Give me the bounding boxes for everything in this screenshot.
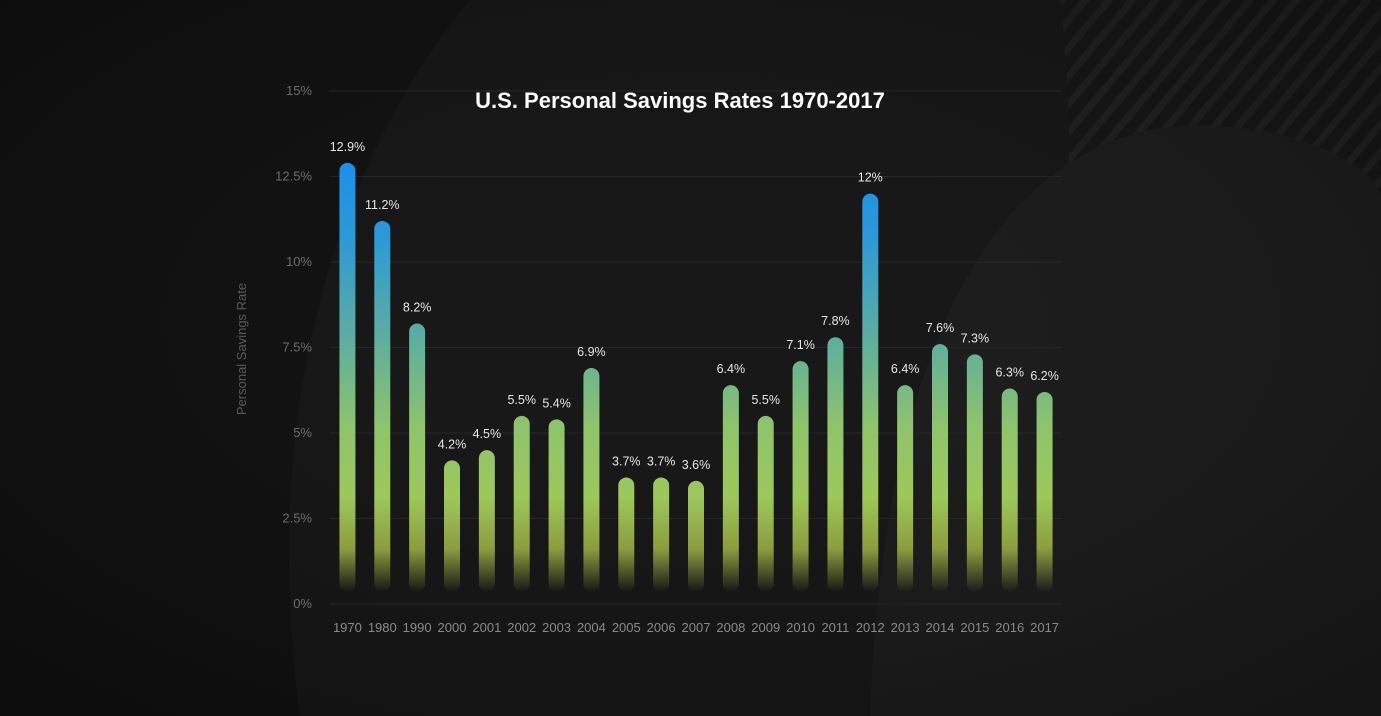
data-label: 6.4% (891, 362, 920, 376)
data-label: 7.1% (786, 338, 815, 352)
bar (792, 361, 809, 592)
y-tick-label: 10% (286, 254, 312, 269)
x-tick-label: 2011 (821, 620, 849, 635)
data-label: 12% (858, 171, 883, 185)
x-tick-label: 1980 (368, 620, 397, 635)
data-label: 5.5% (751, 393, 780, 407)
x-axis-ticks: 1970 1980 1990 2000 2001 2002 2003 2004 2005 2006… (333, 620, 1059, 635)
x-tick-label: 2006 (647, 620, 676, 635)
bar (932, 344, 948, 592)
bar (478, 450, 495, 592)
bar (1036, 391, 1053, 592)
bar (444, 460, 460, 592)
x-tick-label: 2012 (856, 620, 885, 635)
bar (548, 419, 565, 592)
x-tick-label: 2003 (542, 620, 571, 635)
data-label: 3.7% (647, 454, 676, 468)
data-label: 8.2% (403, 301, 432, 315)
bar (862, 193, 879, 592)
y-axis-label: Personal Savings Rate (234, 283, 249, 415)
bar (409, 323, 426, 592)
bar (618, 477, 635, 592)
data-label: 7.8% (821, 314, 850, 328)
data-label: 3.6% (682, 458, 711, 472)
bar (1001, 388, 1018, 592)
data-label: 7.6% (926, 321, 955, 335)
data-label: 4.5% (473, 427, 502, 441)
data-label: 12.9% (330, 140, 365, 154)
x-tick-label: 2002 (507, 620, 536, 635)
y-tick-label: 2.5% (282, 511, 312, 526)
data-label: 3.7% (612, 454, 641, 468)
data-label: 5.5% (507, 393, 536, 407)
y-axis-ticks: 0% 2.5% 5% 7.5% 10% 12.5% 15% (275, 83, 312, 611)
bar (757, 415, 774, 592)
y-tick-label: 12.5% (275, 169, 312, 184)
data-label: 5.4% (542, 396, 571, 410)
x-tick-label: 2016 (995, 620, 1024, 635)
data-label: 6.9% (577, 345, 606, 359)
bar (374, 220, 391, 592)
x-tick-label: 1970 (333, 620, 362, 635)
y-tick-label: 15% (286, 83, 312, 98)
data-label: 4.2% (438, 437, 467, 451)
data-labels: 12.9% 11.2% 8.2% 4.2% 4.5% 5.5% 5.4% 6.9% 3.7% 3.… (330, 140, 1059, 472)
bar (827, 337, 844, 592)
x-tick-label: 2000 (438, 620, 467, 635)
bar (897, 385, 914, 592)
data-label: 6.4% (717, 362, 746, 376)
x-tick-label: 2008 (716, 620, 745, 635)
x-tick-label: 2013 (891, 620, 920, 635)
data-label: 7.3% (961, 331, 990, 345)
chart-title: U.S. Personal Savings Rates 1970-2017 (475, 88, 885, 113)
bars (339, 162, 1053, 592)
x-tick-label: 1990 (403, 620, 432, 635)
x-tick-label: 2005 (612, 620, 641, 635)
x-tick-label: 2015 (960, 620, 989, 635)
x-tick-label: 2014 (926, 620, 955, 635)
y-tick-label: 7.5% (282, 340, 312, 355)
x-tick-label: 2017 (1030, 620, 1059, 635)
x-tick-label: 2007 (682, 620, 711, 635)
x-tick-label: 2004 (577, 620, 606, 635)
y-tick-label: 5% (293, 425, 312, 440)
bar (513, 415, 530, 592)
data-label: 6.3% (995, 366, 1024, 380)
bar (722, 385, 739, 592)
bar (583, 368, 600, 592)
data-label: 6.2% (1030, 369, 1059, 383)
x-tick-label: 2001 (472, 620, 501, 635)
bar (339, 162, 356, 592)
x-tick-label: 2009 (751, 620, 780, 635)
bar (653, 477, 670, 592)
bar (688, 480, 704, 592)
x-tick-label: 2010 (786, 620, 815, 635)
y-tick-label: 0% (293, 596, 312, 611)
data-label: 11.2% (365, 198, 400, 212)
bar (966, 354, 983, 592)
